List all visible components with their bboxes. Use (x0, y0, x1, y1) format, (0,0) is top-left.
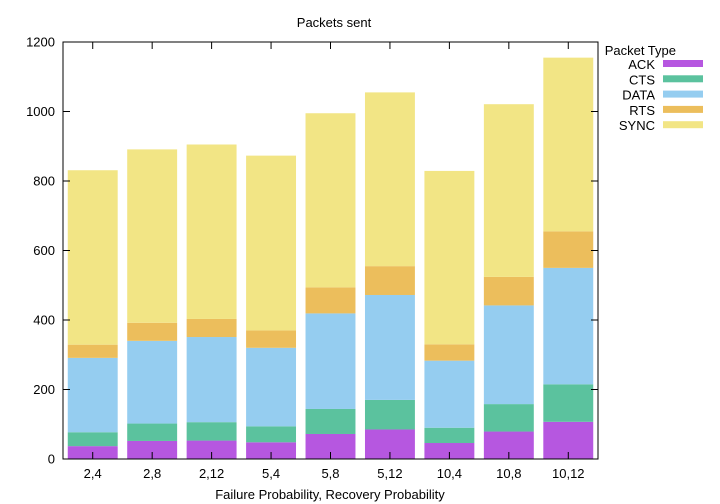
y-tick-label: 800 (33, 174, 55, 189)
y-tick-label: 400 (33, 313, 55, 328)
y-tick-label: 1200 (26, 35, 55, 50)
legend-label-cts: CTS (629, 72, 655, 87)
x-tick-label: 2,4 (84, 466, 102, 481)
bar-cts-0 (67, 432, 118, 447)
bar-cts-4 (305, 408, 356, 434)
x-tick-label: 5,8 (321, 466, 339, 481)
bar-rts-0 (67, 344, 118, 358)
bar-cts-2 (186, 422, 237, 441)
bar-rts-3 (246, 330, 297, 348)
legend-label-ack: ACK (628, 57, 655, 72)
bar-rts-5 (364, 266, 415, 295)
legend-swatch-sync (663, 121, 703, 129)
bar-ack-2 (186, 440, 237, 459)
bar-data-0 (67, 357, 118, 433)
bar-sync-0 (67, 170, 118, 345)
y-axis: 0 200 400 600 800 1000 1200 (26, 35, 598, 467)
bar-data-3 (246, 347, 297, 427)
bar-data-8 (543, 267, 594, 385)
bar-ack-3 (246, 442, 297, 459)
bar-cts-7 (483, 404, 534, 432)
bar-data-1 (127, 340, 178, 424)
bar-cts-6 (424, 427, 475, 444)
legend-swatch-data (663, 90, 703, 98)
bar-sync-3 (246, 155, 297, 331)
bar-cts-8 (543, 384, 594, 422)
bar-data-7 (483, 305, 534, 405)
bar-sync-1 (127, 149, 178, 323)
bar-cts-3 (246, 426, 297, 443)
bar-sync-7 (483, 104, 534, 277)
legend-label-sync: SYNC (619, 118, 655, 133)
x-axis-label: Failure Probability, Recovery Probabilit… (215, 487, 445, 502)
chart-title: Packets sent (297, 15, 372, 30)
y-tick-label: 0 (48, 452, 55, 467)
bar-sync-5 (364, 92, 415, 267)
bar-sync-4 (305, 113, 356, 288)
x-tick-label: 10,4 (437, 466, 462, 481)
bar-rts-6 (424, 344, 475, 361)
bars-layer (67, 57, 594, 459)
bar-data-2 (186, 337, 237, 423)
bar-ack-1 (127, 440, 178, 459)
legend-label-data: DATA (622, 88, 655, 103)
legend-label-rts: RTS (629, 103, 655, 118)
legend-swatch-rts (663, 105, 703, 113)
x-tick-label: 10,12 (552, 466, 585, 481)
legend-swatch-ack (663, 60, 703, 67)
bar-sync-2 (186, 144, 237, 319)
x-tick-label: 2,8 (143, 466, 161, 481)
x-tick-label: 10,8 (496, 466, 521, 481)
bar-cts-5 (364, 399, 415, 430)
x-tick-label: 5,12 (377, 466, 402, 481)
x-tick-label: 2,12 (199, 466, 224, 481)
bar-data-5 (364, 294, 415, 400)
bar-data-4 (305, 313, 356, 409)
bar-rts-4 (305, 287, 356, 314)
bar-rts-1 (127, 322, 178, 341)
bar-rts-7 (483, 276, 534, 306)
x-tick-label: 5,4 (262, 466, 280, 481)
bar-cts-1 (127, 423, 178, 441)
y-tick-label: 1000 (26, 104, 55, 119)
y-tick-label: 200 (33, 382, 55, 397)
bar-data-6 (424, 360, 475, 428)
bar-sync-6 (424, 170, 475, 345)
legend-swatch-cts (663, 75, 703, 83)
bar-rts-2 (186, 318, 237, 338)
legend-title: Packet Type (605, 43, 676, 58)
bar-rts-8 (543, 231, 594, 268)
x-axis: 2,4 2,8 2,12 5,4 5,8 5,12 10,4 10,8 10,12 (84, 42, 585, 481)
y-tick-label: 600 (33, 243, 55, 258)
bar-sync-8 (543, 57, 594, 232)
bar-ack-6 (424, 443, 475, 459)
